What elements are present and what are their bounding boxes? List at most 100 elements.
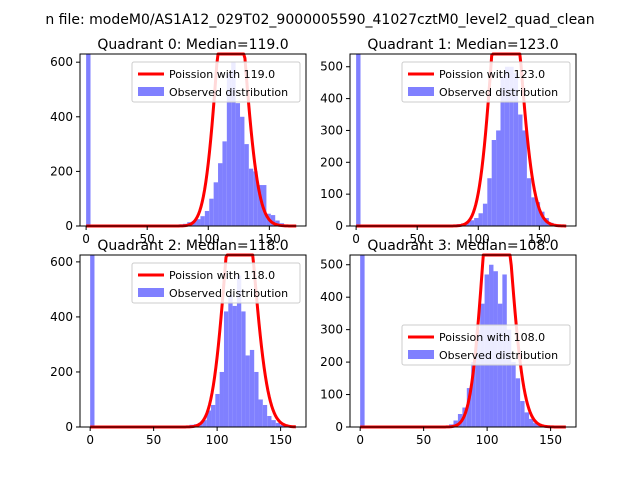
- histogram-bar: [487, 178, 492, 226]
- histogram-bar: [222, 141, 227, 226]
- histogram-bar: [500, 76, 505, 226]
- histogram-bar: [228, 294, 233, 427]
- legend-curve-label: Poission with 123.0: [439, 68, 545, 81]
- subplot-title: Quadrant 2: Median=118.0: [97, 238, 288, 254]
- histogram-bar: [520, 401, 525, 427]
- legend-curve-label: Poission with 118.0: [169, 269, 275, 282]
- x-tick-label: 0: [86, 433, 94, 447]
- y-tick-label: 400: [50, 310, 73, 324]
- histogram-bar: [471, 362, 476, 427]
- legend-bars-swatch: [138, 288, 164, 297]
- histogram-bar: [219, 371, 224, 427]
- histogram-bar: [240, 116, 245, 226]
- histogram-bar: [200, 216, 205, 226]
- x-tick-label: 150: [258, 232, 281, 246]
- histogram-bar: [215, 393, 220, 427]
- legend: Poission with 119.0 Observed distribution: [131, 61, 301, 103]
- histogram-bar: [482, 203, 488, 226]
- histogram-bar: [218, 163, 223, 226]
- histogram-bar: [223, 311, 229, 427]
- histogram-bar: [524, 412, 530, 427]
- histogram-bar: [241, 311, 246, 427]
- histogram-bar: [506, 329, 512, 427]
- subplot-quadrant-3: 0 50 100 150 0 100 200 300 400 500 Poission with 1…: [320, 238, 577, 447]
- histogram-bar: [232, 305, 237, 427]
- histogram-bar: [469, 220, 475, 226]
- subplot-quadrant-0: 0 50 100 150 0 200 400 600 Poission with 119.0 Ob…: [50, 37, 307, 246]
- histogram-bar: [475, 329, 481, 427]
- histogram-bar: [496, 130, 501, 226]
- x-tick-label: 150: [539, 433, 562, 447]
- histogram-bar: [86, 54, 91, 226]
- histogram-bar: [236, 275, 242, 427]
- legend-bars-label: Observed distribution: [439, 349, 558, 362]
- histogram-bar: [254, 371, 259, 427]
- subplot-quadrant-2: 0 50 100 150 0 200 400 600 Poission with 118.0 Ob…: [50, 238, 307, 447]
- legend-box: [401, 324, 571, 366]
- histogram-bar: [196, 219, 201, 226]
- x-tick-label: 50: [416, 433, 431, 447]
- histogram-bar: [529, 418, 534, 427]
- x-tick-label: 50: [140, 232, 155, 246]
- histogram-bar: [262, 185, 267, 226]
- histogram-bar: [253, 171, 258, 226]
- histogram-bar: [231, 62, 236, 226]
- histogram-bar: [540, 211, 545, 226]
- x-tick-label: 150: [269, 433, 292, 447]
- y-tick-label: 500: [320, 258, 343, 272]
- histogram-bar: [533, 423, 538, 427]
- legend-bars-swatch: [408, 87, 434, 96]
- histogram-bar: [235, 103, 241, 226]
- histogram-bar: [453, 420, 458, 427]
- y-tick-label: 500: [320, 60, 343, 74]
- legend-box: [131, 262, 301, 304]
- histogram-bar: [248, 168, 254, 226]
- histogram-bar: [257, 185, 263, 226]
- histogram-bar: [204, 210, 210, 226]
- histogram-bar: [531, 197, 536, 226]
- histogram-bar: [211, 404, 216, 427]
- histogram-bar: [258, 399, 263, 427]
- histogram-bar: [356, 54, 361, 226]
- legend-curve-label: Poission with 108.0: [439, 331, 545, 344]
- x-tick-label: 100: [206, 433, 229, 447]
- legend: Poission with 108.0 Observed distribution: [401, 324, 571, 366]
- histogram-bar: [249, 349, 255, 427]
- histogram-bar: [244, 144, 249, 226]
- x-tick-label: 50: [410, 232, 425, 246]
- histogram-bar: [504, 66, 510, 227]
- legend-box: [131, 61, 301, 103]
- histogram-bar: [213, 182, 219, 226]
- x-tick-label: 100: [476, 433, 499, 447]
- histogram-bar: [226, 73, 232, 226]
- y-tick-label: 400: [320, 92, 343, 106]
- axes-frame: [349, 254, 577, 428]
- histogram-bar: [491, 140, 497, 226]
- x-tick-label: 0: [82, 232, 90, 246]
- histogram-bar: [466, 388, 472, 427]
- y-tick-label: 600: [50, 55, 73, 69]
- subplot-title: Quadrant 1: Median=123.0: [367, 37, 558, 53]
- histogram-bar: [275, 220, 280, 226]
- x-tick-label: 100: [197, 232, 220, 246]
- axes-frame: [349, 53, 577, 227]
- histogram-bar: [245, 355, 250, 427]
- histogram-bar: [206, 410, 212, 427]
- y-tick-label: 100: [320, 187, 343, 201]
- legend-bars-label: Observed distribution: [439, 86, 558, 99]
- legend-curve-label: Poission with 119.0: [169, 68, 275, 81]
- y-tick-label: 0: [335, 420, 343, 434]
- histogram-bar: [275, 422, 281, 427]
- subplot-title: Quadrant 0: Median=119.0: [97, 37, 288, 53]
- legend: Poission with 118.0 Observed distribution: [131, 262, 301, 304]
- axes-frame: [79, 254, 307, 428]
- y-tick-label: 200: [320, 155, 343, 169]
- y-tick-label: 0: [335, 219, 343, 233]
- y-tick-label: 400: [320, 290, 343, 304]
- y-tick-label: 100: [320, 388, 343, 402]
- x-tick-label: 0: [352, 232, 360, 246]
- histogram-bar: [509, 66, 514, 227]
- histogram-bar: [262, 404, 268, 427]
- histogram-bar: [515, 378, 521, 427]
- legend-bars-swatch: [138, 87, 164, 96]
